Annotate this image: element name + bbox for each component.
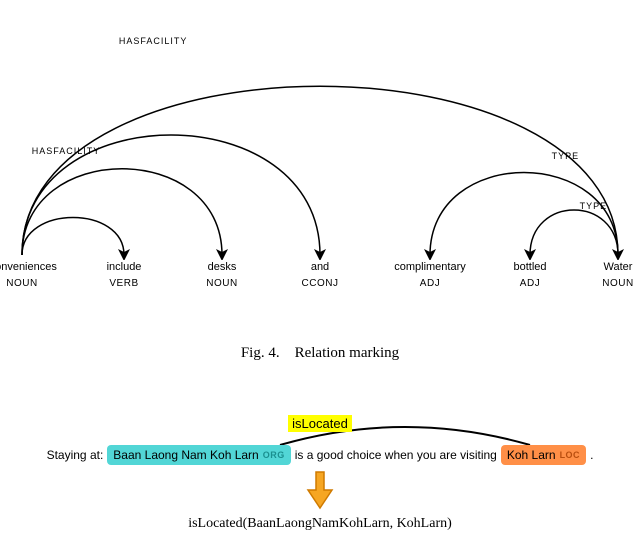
- svg-text:TYPE: TYPE: [552, 151, 580, 161]
- token-pos: CCONJ: [302, 277, 339, 290]
- figure-title: Relation marking: [295, 345, 400, 361]
- token-pos: NOUN: [0, 277, 57, 290]
- token-word: complimentary: [394, 260, 466, 274]
- entity2-text: Koh Larn: [507, 448, 556, 462]
- svg-text:TYPE: TYPE: [580, 201, 608, 211]
- svg-text:HASFACILITY: HASFACILITY: [32, 146, 101, 156]
- figure-caption: Fig. 4. Relation marking: [0, 345, 640, 362]
- token-pos: ADJ: [394, 277, 466, 290]
- entity1-text: Baan Laong Nam Koh Larn: [113, 448, 258, 462]
- entity-chip-loc: Koh Larn LOC: [501, 445, 586, 465]
- token: Conveniences NOUN: [0, 260, 57, 290]
- ner-middle: is a good choice when you are visiting: [295, 448, 497, 462]
- relation-label-container: isLocated: [0, 415, 640, 433]
- down-arrow-icon: [305, 470, 335, 510]
- token-word: Water: [602, 260, 633, 274]
- ner-prefix: Staying at:: [47, 448, 104, 462]
- token: and CCONJ: [302, 260, 339, 290]
- token: bottled ADJ: [513, 260, 546, 290]
- token: Water NOUN: [602, 260, 633, 290]
- token: complimentary ADJ: [394, 260, 466, 290]
- token-pos: NOUN: [206, 277, 237, 290]
- token-pos: VERB: [107, 277, 142, 290]
- token-pos: ADJ: [513, 277, 546, 290]
- entity-chip-org: Baan Laong Nam Koh Larn ORG: [107, 445, 290, 465]
- tokens-row: Conveniences NOUN include VERB desks NOUN and C…: [0, 260, 640, 320]
- entity1-type: ORG: [263, 450, 285, 460]
- svg-text:HASFACILITY: HASFACILITY: [119, 36, 188, 46]
- ner-suffix: .: [590, 448, 593, 462]
- dependency-arcs-svg: HASFACILITY HASFACILITY TYPE TYPE: [0, 0, 640, 260]
- result-text: isLocated(BaanLaongNamKohLarn, KohLarn): [0, 516, 640, 532]
- relation-label: isLocated: [288, 415, 352, 432]
- token-word: and: [302, 260, 339, 274]
- ner-sentence: Staying at: Baan Laong Nam Koh Larn ORG …: [0, 445, 640, 465]
- page: HASFACILITY HASFACILITY TYPE TYPE Convenien…: [0, 0, 640, 533]
- entity2-type: LOC: [560, 450, 581, 460]
- token-word: bottled: [513, 260, 546, 274]
- token-word: desks: [206, 260, 237, 274]
- token-pos: NOUN: [602, 277, 633, 290]
- token: desks NOUN: [206, 260, 237, 290]
- token-word: Conveniences: [0, 260, 57, 274]
- figure-number: Fig. 4.: [241, 345, 280, 361]
- token: include VERB: [107, 260, 142, 290]
- token-word: include: [107, 260, 142, 274]
